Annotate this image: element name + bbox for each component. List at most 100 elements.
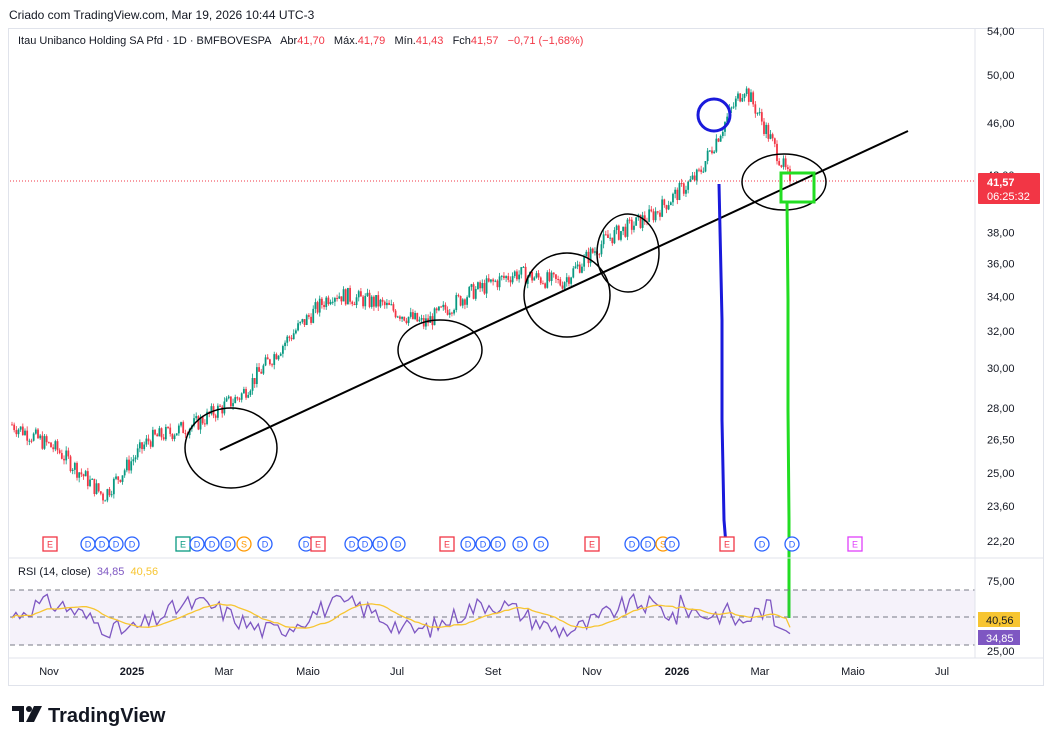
price-tag-value: 41,57 xyxy=(987,177,1015,189)
event-marker-e[interactable]: E xyxy=(584,536,600,552)
candle xyxy=(784,155,787,170)
support-circle-1[interactable] xyxy=(184,407,278,489)
event-marker-d[interactable]: D xyxy=(460,536,476,552)
candle xyxy=(303,319,306,328)
candle xyxy=(132,454,135,466)
candle xyxy=(236,396,239,401)
event-marker-d[interactable]: D xyxy=(357,536,373,552)
candle xyxy=(316,300,319,315)
green-target-box[interactable] xyxy=(779,171,816,204)
rsi-label[interactable]: RSI (14, close) xyxy=(18,566,91,578)
event-marker-d[interactable]: D xyxy=(640,536,656,552)
candle xyxy=(617,224,620,241)
candle xyxy=(433,307,436,326)
event-marker-d[interactable]: D xyxy=(80,536,96,552)
support-circle-3[interactable] xyxy=(523,252,611,338)
time-tick: Mar xyxy=(215,666,234,678)
candle xyxy=(479,280,482,293)
candle xyxy=(149,439,152,449)
candle xyxy=(353,301,356,306)
event-marker-d[interactable]: D xyxy=(390,536,406,552)
event-marker-d[interactable]: D xyxy=(204,536,220,552)
candle xyxy=(440,305,442,308)
candle xyxy=(559,276,562,287)
candle xyxy=(86,467,89,490)
candle xyxy=(622,226,625,236)
event-marker-d[interactable]: D xyxy=(344,536,360,552)
event-marker-e[interactable]: E xyxy=(310,536,326,552)
candle xyxy=(30,438,33,444)
support-circle-5[interactable] xyxy=(741,153,827,211)
candle xyxy=(578,261,581,274)
candle xyxy=(234,394,237,404)
event-marker-e[interactable]: E xyxy=(847,536,863,552)
candle xyxy=(626,217,629,241)
event-marker-d[interactable]: D xyxy=(108,536,124,552)
svg-text:E: E xyxy=(852,540,858,550)
event-marker-d[interactable]: D xyxy=(490,536,506,552)
event-marker-d[interactable]: D xyxy=(372,536,388,552)
candle xyxy=(715,134,718,153)
event-marker-e[interactable]: E xyxy=(719,536,735,552)
event-marker-e[interactable]: E xyxy=(439,536,455,552)
event-marker-d[interactable]: D xyxy=(475,536,491,552)
support-circle-2[interactable] xyxy=(397,319,483,381)
candle xyxy=(292,329,295,340)
candle xyxy=(229,396,232,408)
candle xyxy=(483,279,486,295)
candle xyxy=(591,247,594,254)
blue-vertical-line[interactable] xyxy=(717,183,728,546)
candle xyxy=(264,354,267,367)
candle xyxy=(13,422,16,433)
candle xyxy=(698,167,700,173)
candle xyxy=(396,315,399,318)
trend-line[interactable] xyxy=(219,130,909,451)
event-marker-d[interactable]: D xyxy=(189,536,205,552)
event-marker-d[interactable]: D xyxy=(220,536,236,552)
event-marker-e[interactable]: E xyxy=(42,536,58,552)
svg-text:D: D xyxy=(395,540,402,550)
event-marker-d[interactable]: D xyxy=(754,536,770,552)
time-tick: Jul xyxy=(935,666,949,678)
event-marker-d[interactable]: D xyxy=(512,536,528,552)
candle xyxy=(145,435,148,447)
support-circle-4[interactable] xyxy=(596,213,660,293)
svg-text:D: D xyxy=(349,540,356,550)
candle xyxy=(342,286,345,302)
event-marker-d[interactable]: D xyxy=(124,536,140,552)
green-vertical-line[interactable] xyxy=(785,201,791,618)
event-marker-d[interactable]: D xyxy=(533,536,549,552)
candle xyxy=(470,283,473,291)
candle xyxy=(676,187,679,205)
candle xyxy=(255,363,258,388)
candle xyxy=(11,421,13,426)
candle xyxy=(141,441,143,454)
candle xyxy=(667,200,670,211)
candle xyxy=(277,355,280,361)
candle xyxy=(388,300,390,306)
candle xyxy=(268,358,271,366)
event-marker-d[interactable]: D xyxy=(257,536,273,552)
candle xyxy=(544,282,547,290)
event-marker-d[interactable]: D xyxy=(94,536,110,552)
peak-blue-circle[interactable] xyxy=(696,97,732,133)
event-marker-d[interactable]: D xyxy=(624,536,640,552)
event-marker-s[interactable]: S xyxy=(236,536,252,552)
event-marker-d[interactable]: D xyxy=(784,536,800,552)
candle xyxy=(67,447,70,459)
candle xyxy=(594,247,596,256)
event-marker-e[interactable]: E xyxy=(175,536,191,552)
candle xyxy=(745,86,748,97)
candle xyxy=(490,279,492,284)
event-marker-d[interactable]: D xyxy=(664,536,680,552)
candle xyxy=(307,313,310,320)
rsi-legend: RSI (14, close) 34,85 40,56 xyxy=(18,566,158,578)
tradingview-brand[interactable]: TradingView xyxy=(12,705,165,728)
candle xyxy=(717,137,720,143)
candle xyxy=(442,301,445,311)
symbol-title[interactable]: Itau Unibanco Holding SA Pfd · 1D · BMFB… xyxy=(18,35,272,47)
time-axis[interactable]: Nov 2025 Mar Maio Jul Set Nov 2026 Mar Maio Jul xyxy=(39,666,949,678)
price-axis[interactable]: 54,0050,0046,0042,0038,0036,0034,0032,00… xyxy=(987,26,1015,548)
candle xyxy=(364,293,367,310)
